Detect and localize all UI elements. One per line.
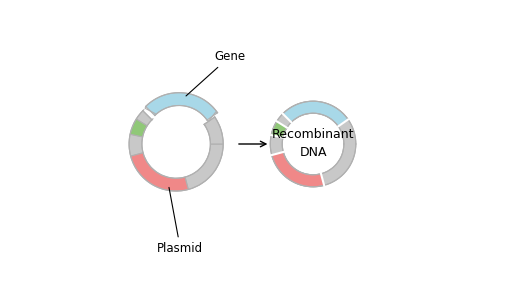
Wedge shape	[204, 117, 223, 144]
Wedge shape	[131, 153, 188, 191]
Wedge shape	[270, 101, 356, 187]
Wedge shape	[146, 93, 218, 120]
Text: Gene: Gene	[186, 50, 246, 96]
Wedge shape	[185, 144, 223, 190]
Wedge shape	[272, 152, 324, 187]
Wedge shape	[271, 121, 287, 138]
Text: Plasmid: Plasmid	[157, 187, 203, 255]
Wedge shape	[130, 119, 147, 137]
Text: Recombinant
DNA: Recombinant DNA	[272, 128, 354, 160]
Wedge shape	[283, 101, 348, 126]
Wedge shape	[129, 134, 143, 156]
Wedge shape	[136, 111, 152, 126]
